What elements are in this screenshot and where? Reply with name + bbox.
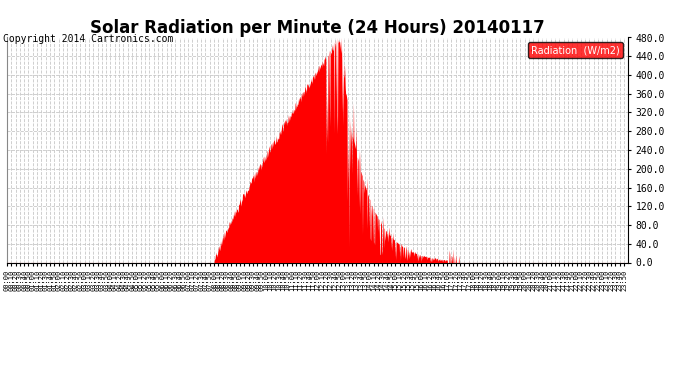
Legend: Radiation  (W/m2): Radiation (W/m2) [529, 42, 623, 58]
Text: Copyright 2014 Cartronics.com: Copyright 2014 Cartronics.com [3, 34, 174, 44]
Title: Solar Radiation per Minute (24 Hours) 20140117: Solar Radiation per Minute (24 Hours) 20… [90, 20, 545, 38]
